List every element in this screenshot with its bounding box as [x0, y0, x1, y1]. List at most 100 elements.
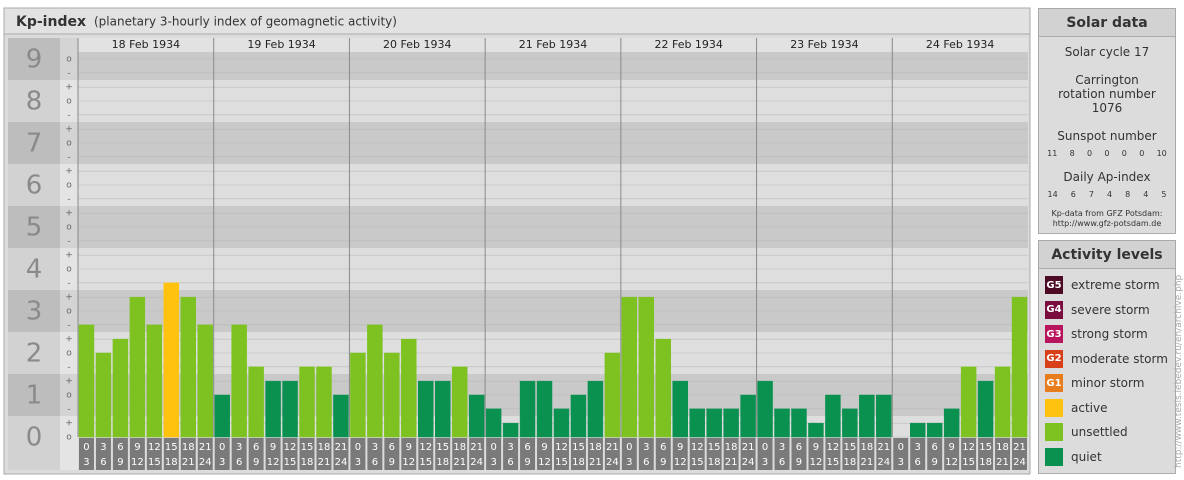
- minor-band: [60, 290, 78, 332]
- hour-box: [621, 438, 637, 470]
- hour-box: [995, 438, 1011, 470]
- bar: [418, 380, 434, 438]
- bar: [468, 394, 485, 438]
- y-tick-label: 6: [26, 171, 43, 201]
- bar: [740, 394, 756, 438]
- hour-label: 18: [436, 457, 449, 468]
- hour-label: 18: [572, 457, 585, 468]
- hour-label: 9: [253, 457, 259, 468]
- hour-label: 0: [626, 442, 632, 453]
- day-label: 23 Feb 1934: [790, 38, 858, 51]
- level-row: G3 strong storm: [1039, 322, 1175, 347]
- hour-label: 24: [470, 457, 483, 468]
- hour-box: [757, 438, 773, 470]
- bar: [248, 366, 264, 438]
- day-label: 24 Feb 1934: [926, 38, 994, 51]
- hour-label: 21: [742, 442, 755, 453]
- chart-header: [3, 7, 1031, 35]
- carrington-rotation: Carrington rotation number 1076: [1058, 73, 1156, 115]
- solar-cycle: Solar cycle 17: [1064, 45, 1150, 59]
- hour-box: [503, 438, 519, 470]
- minor-band: [60, 332, 78, 374]
- sunspot-value: 10: [1156, 149, 1167, 158]
- hour-label: 15: [691, 457, 704, 468]
- bar: [316, 366, 332, 438]
- hour-label: 18: [165, 457, 178, 468]
- bar: [265, 380, 281, 438]
- level-badge: G2: [1045, 349, 1063, 368]
- label-band: [8, 248, 60, 290]
- bar: [655, 338, 671, 438]
- ap-value: 6: [1070, 190, 1076, 199]
- hour-label: 6: [389, 442, 395, 453]
- hour-label: 21: [470, 442, 483, 453]
- hour-label: 6: [507, 457, 513, 468]
- hour-box: [961, 438, 977, 470]
- level-badge: [1045, 398, 1063, 417]
- hour-box: [520, 438, 536, 470]
- hour-label: 6: [236, 457, 242, 468]
- bar: [180, 296, 197, 438]
- y-tick-label: 7: [26, 129, 43, 159]
- level-badge: G5: [1045, 276, 1063, 295]
- bar: [672, 380, 688, 438]
- level-name: quiet: [1071, 449, 1102, 464]
- hour-label: 3: [219, 457, 225, 468]
- minor-tick-label: -: [67, 236, 70, 246]
- hour-label: 9: [406, 442, 412, 453]
- label-band: [8, 164, 60, 206]
- hour-box: [180, 438, 196, 470]
- bar: [774, 408, 790, 438]
- hour-box: [112, 438, 128, 470]
- bar: [333, 394, 349, 438]
- minor-tick-label: -: [67, 362, 70, 372]
- hour-label: 6: [100, 457, 106, 468]
- hour-label: 15: [572, 442, 585, 453]
- hour-label: 15: [284, 457, 297, 468]
- bar: [214, 394, 230, 438]
- panel-title: Solar data: [1039, 9, 1175, 37]
- sunspot-title: Sunspot number: [1057, 129, 1157, 143]
- bar: [129, 296, 146, 438]
- ap-value: 7: [1088, 190, 1094, 199]
- sunspot-value: 0: [1121, 149, 1127, 158]
- hour-box: [723, 438, 739, 470]
- hour-label: 24: [877, 457, 890, 468]
- bar: [282, 380, 298, 438]
- hour-label: 3: [779, 442, 785, 453]
- chart-subtitle: (planetary 3-hourly index of geomagnetic…: [94, 15, 397, 29]
- minor-tick-label: -: [67, 152, 70, 162]
- label-band: [8, 122, 60, 164]
- bar: [231, 324, 247, 438]
- hour-box: [655, 438, 671, 470]
- bar: [112, 338, 129, 438]
- hour-label: 6: [932, 442, 938, 453]
- y-tick-label: 8: [26, 87, 43, 117]
- label-band: [8, 332, 60, 374]
- hour-label: 3: [507, 442, 513, 453]
- minor-band: [60, 122, 78, 164]
- day-header: [78, 38, 1028, 52]
- minor-tick-label: o: [66, 55, 72, 65]
- hour-label: 9: [541, 442, 547, 453]
- hour-box: [537, 438, 552, 470]
- hour-label: 12: [945, 457, 958, 468]
- minor-tick-label: -: [67, 320, 70, 330]
- hour-label: 21: [335, 442, 348, 453]
- level-badge: [1045, 423, 1063, 442]
- hour-box: [95, 438, 111, 470]
- ap-value: 8: [1125, 190, 1131, 199]
- ap-value: 14: [1047, 190, 1058, 199]
- hour-label: 3: [236, 442, 242, 453]
- bar: [570, 394, 587, 438]
- level-name: extreme storm: [1071, 278, 1160, 293]
- hour-label: 9: [524, 457, 530, 468]
- bar: [401, 338, 417, 438]
- level-badge: [1045, 447, 1063, 466]
- ap-row: 14 6 7 4 8 4 5: [1039, 190, 1175, 199]
- hour-label: 0: [898, 442, 904, 453]
- hour-box: [1012, 438, 1027, 470]
- minor-tick-label: o: [66, 97, 72, 107]
- hour-box: [689, 438, 705, 470]
- hour-label: 6: [524, 442, 530, 453]
